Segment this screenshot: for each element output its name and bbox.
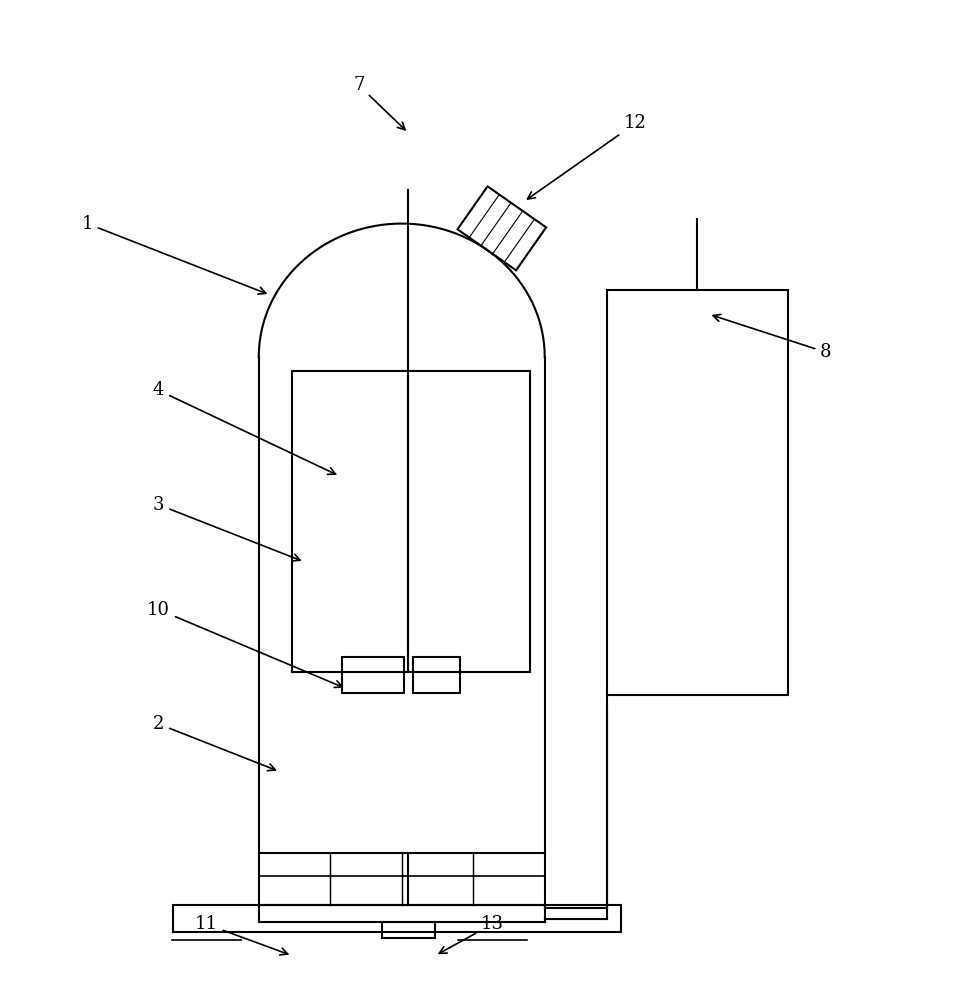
Bar [173,905,621,932]
Text: 10: 10 [147,601,342,687]
Text: 2: 2 [153,715,275,771]
Bar [607,290,788,695]
Bar [382,922,435,938]
Bar [413,657,460,693]
Bar [341,657,403,693]
Text: 7: 7 [353,76,405,130]
Text: 13: 13 [439,915,504,953]
Text: 4: 4 [153,381,336,474]
Text: 11: 11 [195,915,288,955]
Text: 12: 12 [528,114,646,199]
Text: 8: 8 [713,314,832,361]
Text: 3: 3 [153,496,300,561]
Text: 1: 1 [81,215,266,294]
